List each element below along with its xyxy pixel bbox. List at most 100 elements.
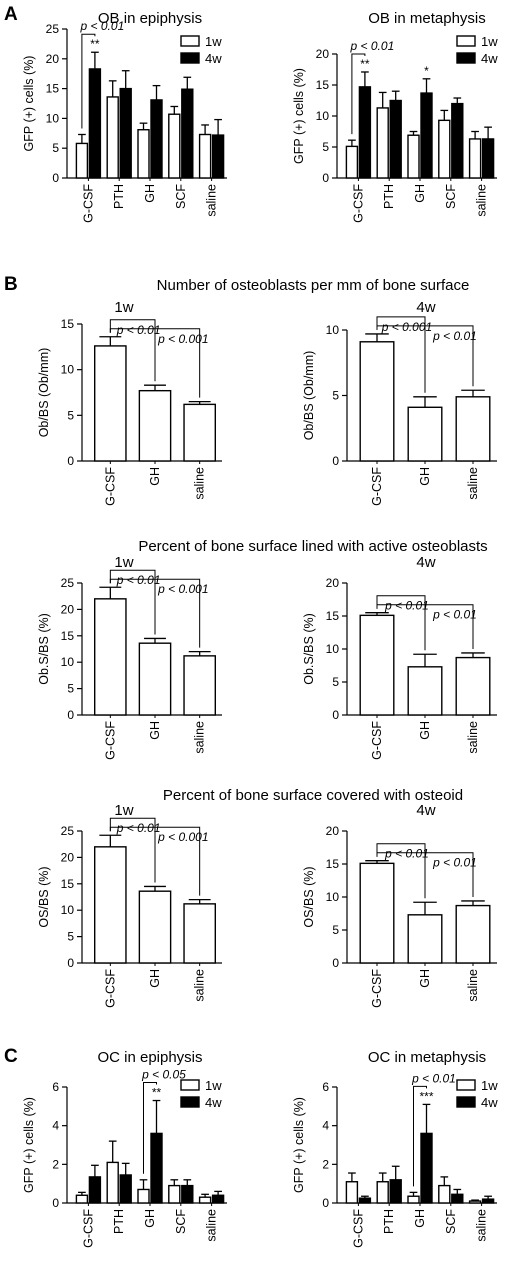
x-category-label: GH [148, 721, 162, 740]
x-category-label: saline [205, 184, 219, 217]
p-value-label: p < 0.01 [116, 573, 161, 587]
x-category-label: GH [418, 467, 432, 486]
chart-title: 1w [114, 554, 133, 571]
bar-gh-4w [150, 99, 163, 179]
y-tick-label: 10 [326, 890, 340, 904]
significance-bracket [376, 325, 474, 387]
significance-bracket [109, 826, 201, 896]
x-category-label: saline [466, 969, 480, 1002]
bar-pth-1w [376, 1181, 389, 1204]
p-value-label: p < 0.01 [350, 39, 395, 53]
p-value-label: p < 0.01 [116, 821, 161, 835]
significance-bracket [109, 319, 156, 382]
significance-bracket [109, 817, 156, 883]
bar-gh-1w [407, 134, 420, 179]
bar-gh-4w [150, 1132, 163, 1204]
bar-saline-4w [211, 134, 225, 179]
panel-letter-a: A [4, 4, 18, 25]
y-axis-label: GFP (+) cells (%) [22, 1097, 36, 1193]
y-tick-label: 0 [52, 1196, 59, 1210]
bar-saline-value [183, 903, 217, 964]
y-tick-label: 5 [332, 675, 339, 689]
significance-marker: *** [419, 1089, 433, 1103]
panel-letter-c: C [4, 1046, 18, 1067]
p-value-label: p < 0.01 [116, 323, 161, 337]
significance-marker: ** [360, 57, 370, 71]
y-tick-label: 5 [332, 923, 339, 937]
bar-saline-value [455, 904, 491, 964]
y-tick-label: 0 [67, 454, 74, 468]
x-category-label: G-CSF [370, 467, 384, 506]
bar-gh-1w [137, 129, 150, 179]
chart-ob-number-1w: 1w 0 5 10 15 Ob/BS (Ob/mm) G-CSF GH saline p < 0.… [37, 299, 222, 506]
significance-bracket [376, 316, 426, 393]
chart-ob-epiphysis: OB in epiphysis 0 5 10 15 20 25 GFP (+) cells (… [22, 10, 227, 223]
significance-bracket [413, 1085, 427, 1187]
bar-g-csf-1w [75, 1194, 89, 1204]
x-category-label: SCF [444, 184, 458, 209]
x-category-label: SCF [174, 184, 188, 209]
p-value-label: p < 0.001 [381, 320, 432, 334]
p-value-label: p < 0.01 [80, 19, 125, 33]
bar-gh-value [407, 406, 443, 462]
legend-label-1w: 1w [205, 1078, 222, 1093]
section-title-ob-number: Number of osteoblasts per mm of bone sur… [157, 277, 470, 294]
chart-oc-metaphysis: OC in metaphysis 0 2 4 6 GFP (+) cells (%) G-C… [292, 1049, 498, 1248]
legend-swatch-1w [456, 35, 476, 47]
chart-ob-number-4w: 4w 0 5 10 Ob/BS (Ob/mm) G-CSF GH saline p < 0.00… [302, 299, 497, 506]
y-tick-label: 20 [46, 52, 60, 66]
bar-gh-value [138, 890, 172, 964]
y-tick-label: 15 [326, 609, 340, 623]
y-tick-label: 10 [61, 655, 75, 669]
bar-g-csf-value [93, 345, 127, 462]
significance-bracket [109, 328, 201, 398]
bar-g-csf-1w [345, 145, 359, 179]
bar-g-csf-1w [75, 142, 89, 179]
y-tick-label: 10 [316, 109, 330, 123]
bar-gh-1w [137, 1188, 150, 1204]
bar-scf-4w [451, 1193, 464, 1204]
x-category-label: GH [413, 1209, 427, 1228]
y-tick-label: 20 [61, 850, 75, 864]
bar-scf-1w [168, 113, 181, 179]
x-category-label: G-CSF [81, 184, 95, 223]
chart-title: 1w [114, 802, 133, 819]
y-tick-label: 5 [322, 140, 329, 154]
bar-g-csf-value [359, 614, 395, 716]
p-value-label: p < 0.01 [432, 856, 477, 870]
chart-title: OB in epiphysis [98, 10, 202, 27]
bar-gh-4w [420, 92, 433, 179]
significance-bracket [376, 604, 474, 649]
p-value-label: p < 0.01 [432, 608, 477, 622]
bar-saline-value [455, 396, 491, 462]
bar-scf-4w [181, 1184, 194, 1204]
y-axis-label: GFP (+) cells (%) [22, 56, 36, 152]
x-category-label: SCF [444, 1209, 458, 1234]
chart-title: OC in metaphysis [368, 1049, 486, 1066]
y-tick-label: 10 [61, 903, 75, 917]
bar-g-csf-4w [88, 1176, 102, 1204]
significance-bracket [376, 852, 474, 897]
y-axis-label: OS/BS (%) [302, 866, 316, 927]
x-category-label: SCF [174, 1209, 188, 1234]
significance-marker: ** [152, 1086, 162, 1100]
y-axis-label: Ob/BS (Ob/mm) [37, 348, 51, 438]
p-value-label: p < 0.001 [157, 582, 208, 596]
bar-saline-4w [481, 138, 495, 179]
bar-gh-value [138, 389, 172, 462]
y-tick-label: 6 [52, 1080, 59, 1094]
section-title-ob-surface: Percent of bone surface lined with activ… [138, 538, 487, 555]
significance-bracket [143, 1082, 157, 1174]
bar-g-csf-value [93, 598, 127, 716]
bar-scf-1w [168, 1184, 181, 1204]
x-category-label: saline [193, 969, 207, 1002]
y-tick-label: 20 [326, 824, 340, 838]
bar-pth-4w [389, 1179, 402, 1204]
bar-g-csf-4w [88, 68, 102, 179]
x-category-label: PTH [382, 1209, 396, 1234]
bar-saline-4w [481, 1198, 495, 1204]
bar-saline-1w [468, 1200, 482, 1204]
bar-scf-1w [438, 119, 451, 179]
y-tick-label: 2 [52, 1157, 59, 1171]
x-category-label: saline [193, 467, 207, 500]
